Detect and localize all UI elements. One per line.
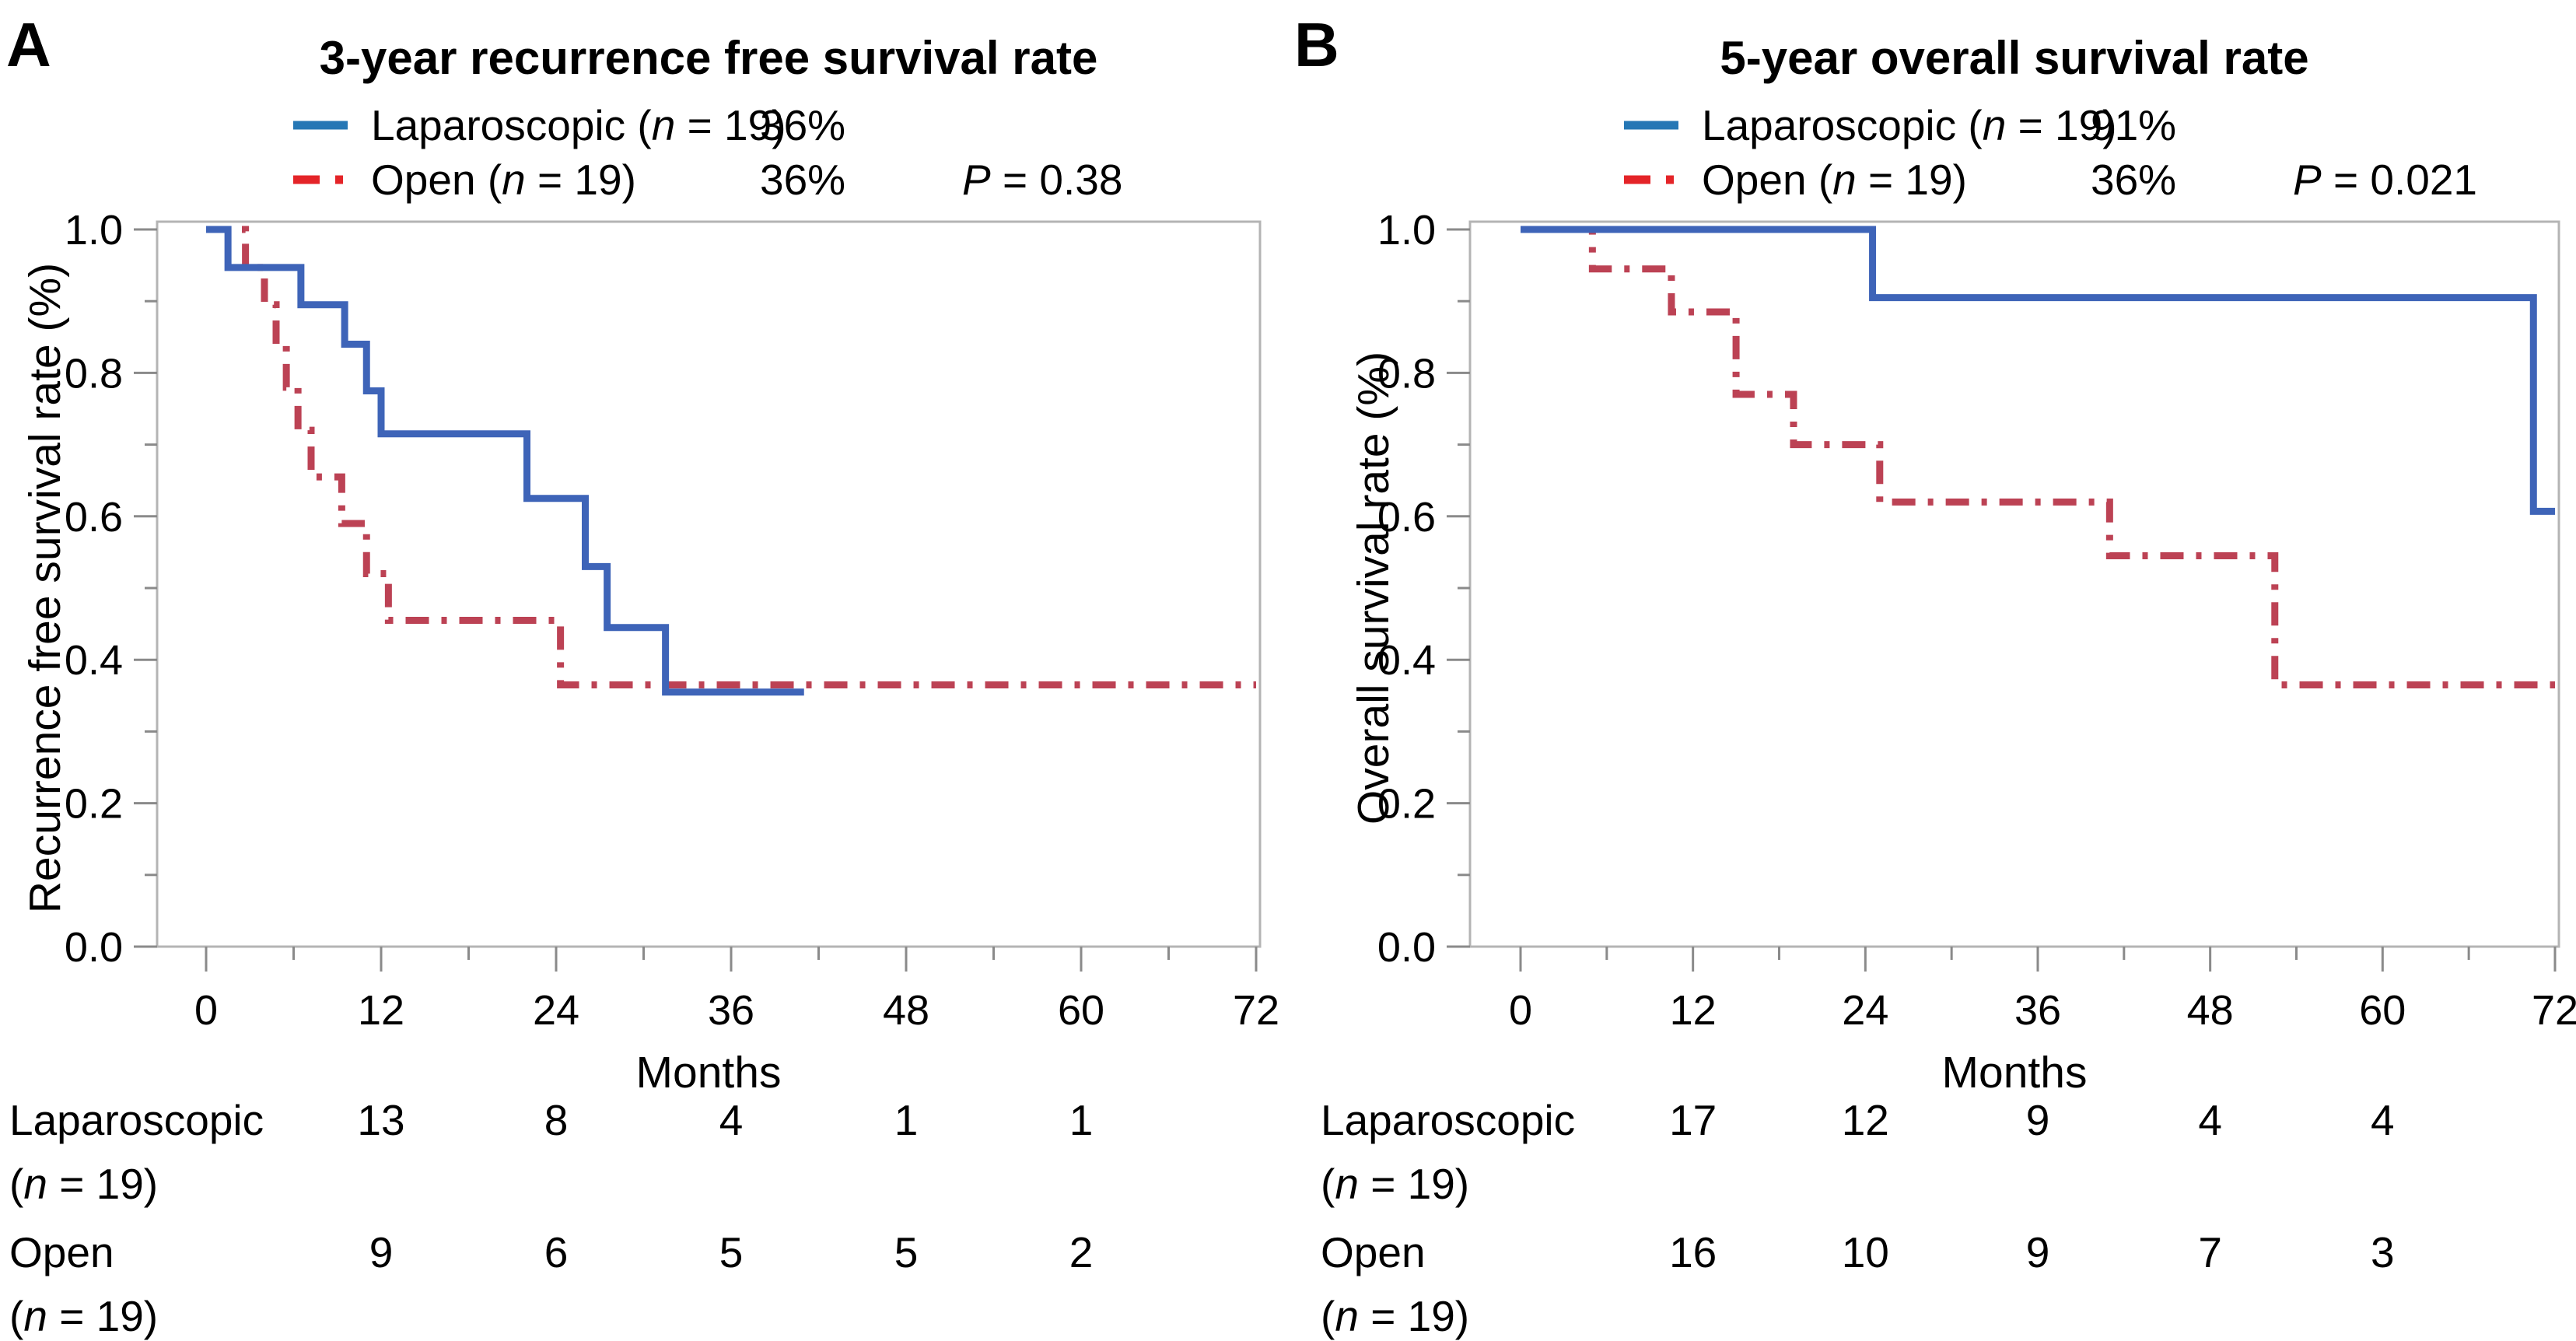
legend-line-swatch-dashdot	[293, 175, 348, 184]
risk-row-label: Laparoscopic	[9, 1096, 264, 1144]
x-tick-label: 60	[1058, 987, 1104, 1034]
panel-label-b: B	[1294, 10, 1339, 79]
p-value: P = 0.021	[2293, 156, 2478, 204]
panel-b: B 5-year overall survival rate Laparosco…	[1288, 0, 2576, 1341]
legend-value: 36%	[760, 101, 846, 149]
risk-count: 6	[544, 1228, 569, 1276]
legend-label: Open (n = 19)	[371, 156, 636, 204]
risk-row-label: Open	[9, 1228, 114, 1276]
y-tick-label: 0.0	[1377, 924, 1436, 971]
risk-row-sublabel: (n = 19)	[9, 1160, 159, 1208]
risk-count: 17	[1669, 1096, 1717, 1144]
risk-count: 1	[894, 1096, 919, 1144]
risk-row-sublabel: (n = 19)	[1321, 1160, 1470, 1208]
y-tick-label: 0.4	[1377, 637, 1436, 684]
x-tick-label: 12	[358, 987, 404, 1034]
x-tick-label: 72	[2532, 987, 2576, 1034]
legend-item-laparoscopic: Laparoscopic (n = 19) 91%	[1622, 98, 2477, 152]
risk-row-label: Open	[1321, 1228, 1426, 1276]
legend-label: Laparoscopic (n = 19)	[371, 101, 786, 149]
km-plot-a: 1.0 0.8 0.6 0.4 0.2 0.0 0 12 24 36 48 60 72	[65, 207, 1279, 1034]
risk-count: 4	[2371, 1096, 2395, 1144]
legend-item-open: Open (n = 19) 36% P = 0.021	[1622, 152, 2477, 207]
plot-frame	[1468, 220, 2560, 948]
risk-count: 10	[1841, 1228, 1889, 1276]
risk-row-sublabel: (n = 19)	[9, 1292, 159, 1340]
y-tick-label: 0.8	[65, 350, 123, 397]
legend-line-swatch-dashdot	[1624, 175, 1678, 184]
risk-count: 1	[1069, 1096, 1094, 1144]
panel-a: A 3-year recurrence free survival rate L…	[0, 0, 1288, 1341]
survival-curve-open	[206, 226, 1256, 688]
x-tick-label: 36	[2014, 987, 2061, 1034]
survival-curve-laparoscopic	[206, 226, 804, 696]
risk-count: 16	[1669, 1228, 1717, 1276]
km-plot-b: 1.0 0.8 0.6 0.4 0.2 0.0 0 12 24 36 48 60 72	[1377, 207, 2576, 1034]
legend-value: 36%	[760, 156, 846, 204]
risk-count: 3	[2371, 1228, 2395, 1276]
y-tick-label: 1.0	[1377, 207, 1436, 254]
plot-frame	[156, 220, 1262, 948]
y-tick-label: 0.2	[1377, 781, 1436, 828]
risk-row-label: Laparoscopic	[1321, 1096, 1576, 1144]
legend-item-laparoscopic: Laparoscopic (n = 19) 36%	[292, 98, 1122, 152]
x-tick-label: 36	[708, 987, 754, 1034]
legend-b: Laparoscopic (n = 19) 91% Open (n = 19) …	[1622, 98, 2477, 207]
chart-title-a: 3-year recurrence free survival rate	[319, 32, 1098, 84]
y-tick-label: 0.0	[65, 924, 123, 971]
risk-count: 9	[2025, 1096, 2050, 1144]
risk-count: 9	[2025, 1228, 2050, 1276]
legend-value: 36%	[2091, 156, 2177, 204]
x-tick-label: 48	[2187, 987, 2234, 1034]
legend-a: Laparoscopic (n = 19) 36% Open (n = 19) …	[292, 98, 1122, 207]
panel-label-a: A	[6, 10, 51, 79]
risk-count: 4	[2198, 1096, 2222, 1144]
x-tick-label: 72	[1233, 987, 1279, 1034]
y-tick-label: 0.4	[65, 637, 123, 684]
legend-line-swatch-solid	[293, 121, 348, 130]
risk-count: 12	[1841, 1096, 1889, 1144]
legend-label: Laparoscopic (n = 19)	[1702, 101, 2117, 149]
x-axis-label-b: Months	[1941, 1048, 2088, 1098]
risk-count: 9	[369, 1228, 394, 1276]
y-tick-label: 0.2	[65, 781, 123, 828]
risk-count: 7	[2198, 1228, 2222, 1276]
legend-label: Open (n = 19)	[1702, 156, 1967, 204]
x-tick-label: 48	[883, 987, 929, 1034]
legend-item-open: Open (n = 19) 36% P = 0.38	[292, 152, 1122, 207]
chart-title-b: 5-year overall survival rate	[1720, 32, 2309, 84]
survival-curve-laparoscopic	[1521, 226, 2555, 515]
x-tick-label: 0	[194, 987, 218, 1034]
risk-count: 13	[357, 1096, 405, 1144]
legend-value: 91%	[2091, 101, 2177, 149]
y-tick-label: 0.6	[65, 494, 123, 541]
x-tick-label: 0	[1509, 987, 1532, 1034]
p-value: P = 0.38	[962, 156, 1123, 204]
risk-count: 5	[894, 1228, 919, 1276]
risk-count: 8	[544, 1096, 569, 1144]
risk-count: 2	[1069, 1228, 1094, 1276]
risk-count: 5	[719, 1228, 744, 1276]
risk-count: 4	[719, 1096, 744, 1144]
legend-line-swatch-solid	[1624, 121, 1678, 130]
x-tick-label: 24	[533, 987, 579, 1034]
x-tick-label: 24	[1842, 987, 1888, 1034]
x-tick-label: 60	[2359, 987, 2406, 1034]
y-tick-label: 1.0	[65, 207, 123, 254]
y-tick-label: 0.6	[1377, 494, 1436, 541]
risk-row-sublabel: (n = 19)	[1321, 1292, 1470, 1340]
y-tick-label: 0.8	[1377, 350, 1436, 397]
x-tick-label: 12	[1670, 987, 1717, 1034]
x-axis-label-a: Months	[635, 1048, 782, 1098]
